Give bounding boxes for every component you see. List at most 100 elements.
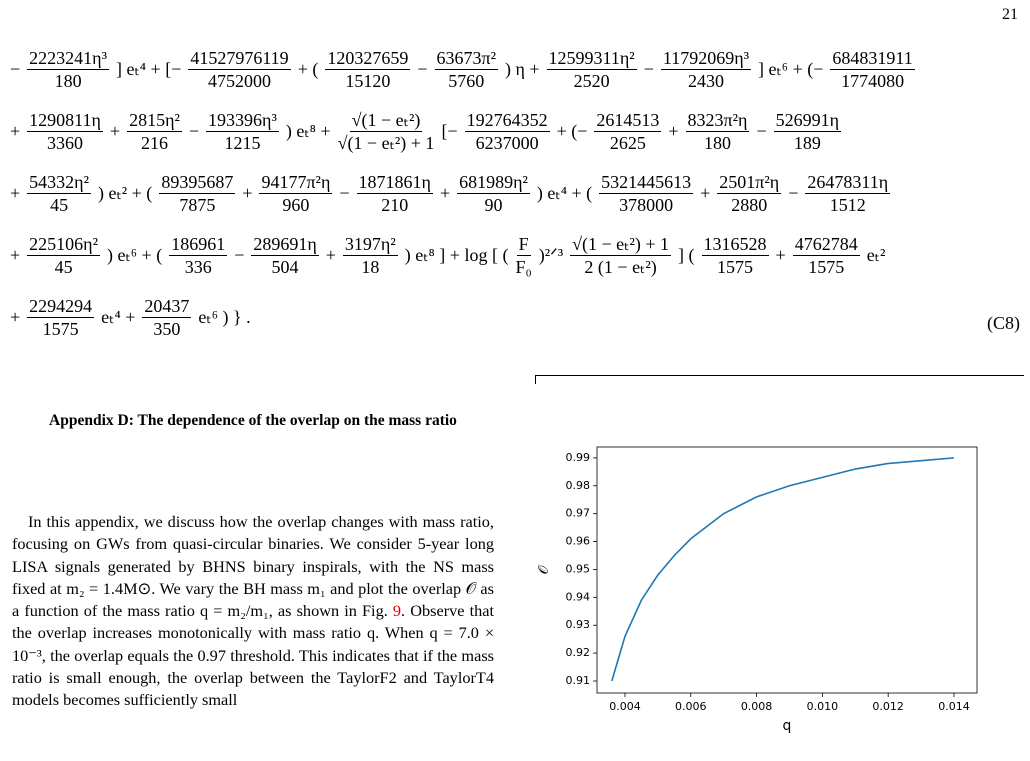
equation-term: eₜ²	[866, 244, 886, 265]
numerator: 193396η³	[206, 109, 279, 132]
numerator: 11792069η³	[660, 47, 752, 70]
fraction: 681989η² 90	[457, 171, 530, 216]
figure-ref: 9	[392, 601, 402, 621]
equation: −2223241η³ 180] eₜ⁴ + [− 41527976119 475200…	[10, 38, 1020, 348]
fraction: 186961 336	[169, 233, 228, 278]
equation-term: + (	[297, 58, 319, 79]
fraction: 54332η² 45	[27, 171, 91, 216]
denominator: 5760	[448, 70, 485, 91]
denominator: 1575	[42, 318, 79, 339]
equation-term: +	[439, 182, 451, 203]
denominator: 960	[282, 194, 310, 215]
fraction: 193396η³ 1215	[206, 109, 279, 154]
fraction: 26478311η 1512	[805, 171, 891, 216]
denominator: F₀	[515, 256, 532, 277]
numerator: 54332η²	[27, 171, 91, 194]
numerator: 8323π²η	[685, 109, 750, 132]
equation-term: −	[234, 244, 245, 265]
numerator: 2815η²	[127, 109, 182, 132]
y-tick-label: 0.93	[566, 618, 591, 631]
y-tick-label: 0.99	[566, 451, 591, 464]
fraction: √(1 − eₜ²) √(1 − eₜ²) + 1	[338, 109, 435, 154]
numerator: 63673π²	[434, 47, 498, 70]
numerator: 120327659	[325, 47, 411, 70]
y-tick-label: 0.95	[566, 562, 591, 575]
numerator: √(1 − eₜ²)	[349, 109, 423, 132]
fraction: 1290811η 3360	[27, 109, 103, 154]
fraction: 1316528 1575	[701, 233, 769, 278]
equation-term: +	[10, 244, 21, 265]
fraction: 20437 350	[142, 295, 192, 340]
equation-term: −	[188, 120, 200, 141]
denominator: 90	[484, 194, 503, 215]
denominator: √(1 − eₜ²) + 1	[337, 132, 435, 153]
numerator: 684831911	[830, 47, 915, 70]
fraction: 2614513 2625	[594, 109, 662, 154]
x-tick-label: 0.008	[741, 700, 773, 713]
y-tick-label: 0.97	[566, 507, 591, 520]
paragraph-text: . Observe that the overlap increases mon…	[12, 601, 495, 710]
page-number: 21	[1002, 6, 1018, 23]
denominator: 180	[704, 132, 731, 153]
equation-line: −2223241η³ 180] eₜ⁴ + [− 41527976119 475200…	[10, 38, 1020, 100]
numerator: 4762784	[792, 233, 860, 256]
column-rule	[535, 375, 1024, 384]
equation-term: +	[109, 120, 121, 141]
fraction: 526991η 189	[773, 109, 842, 154]
equation-line: +54332η² 45) eₜ² + (89395687 7875 +94177π²η…	[10, 162, 1020, 224]
equation-term: ] eₜ⁴ + [−	[115, 58, 182, 79]
numerator: √(1 − eₜ²) + 1	[570, 233, 672, 256]
denominator: 45	[50, 194, 69, 215]
fraction: 1871861η 210	[356, 171, 433, 216]
y-tick-label: 0.96	[566, 535, 591, 548]
x-tick-label: 0.010	[807, 700, 839, 713]
denominator: 378000	[619, 194, 674, 215]
denominator: 3360	[47, 132, 84, 153]
denominator: 4752000	[208, 70, 272, 91]
equation-line: +2294294 1575 eₜ⁴ + 20437 350 eₜ⁶ ) } .	[10, 286, 1020, 348]
equation-term: +	[775, 244, 786, 265]
equation-term: +	[10, 306, 21, 327]
equation-term: ) eₜ⁸ ] + log [ (	[404, 244, 509, 265]
fraction: 684831911 1774080	[830, 47, 915, 92]
numerator: 20437	[142, 295, 192, 318]
equation-term: ) eₜ⁸ +	[285, 120, 331, 141]
numerator: 12599311η²	[546, 47, 637, 70]
equation-term: +	[242, 182, 253, 203]
denominator: 15120	[345, 70, 391, 91]
equation-label: (C8)	[987, 313, 1020, 333]
numerator: 3197η²	[342, 233, 398, 256]
equation-term: ] (	[678, 244, 695, 265]
numerator: 526991η	[773, 109, 842, 132]
section-title: Appendix D: The dependence of the overla…	[49, 412, 457, 429]
x-tick-label: 0.006	[675, 700, 707, 713]
x-tick-label: 0.014	[938, 700, 970, 713]
equation-term: −	[788, 182, 799, 203]
denominator: 1512	[829, 194, 866, 215]
x-tick-label: 0.012	[872, 700, 904, 713]
numerator: 26478311η	[805, 171, 891, 194]
equation-term: + (−	[556, 120, 588, 141]
y-tick-label: 0.98	[566, 479, 591, 492]
numerator: 2501π²η	[717, 171, 782, 194]
denominator: 180	[54, 70, 82, 91]
numerator: 289691η	[251, 233, 319, 256]
equation-term: +	[10, 120, 21, 141]
denominator: 1575	[808, 256, 845, 277]
denominator: 336	[184, 256, 212, 277]
chart: 0.91 0.92 0.93 0.94 0.95 0.96 0.97 0.98 0.99 0.00…	[536, 446, 978, 734]
equation-term: ] eₜ⁶ + (−	[758, 58, 824, 79]
numerator: F	[516, 233, 531, 256]
fraction: 120327659 15120	[325, 47, 411, 92]
denominator: 6237000	[475, 132, 539, 153]
fraction: 94177π²η 960	[259, 171, 333, 216]
numerator: 2294294	[27, 295, 95, 318]
y-axis-label: 𝒪	[536, 564, 552, 574]
fraction: 289691η 504	[251, 233, 319, 278]
fraction: 89395687 7875	[159, 171, 236, 216]
equation-term: ) eₜ⁴ + (	[536, 182, 593, 203]
fraction: 11792069η³ 2430	[660, 47, 752, 92]
equation-term: +	[325, 244, 336, 265]
fraction: 2501π²η 2880	[717, 171, 782, 216]
